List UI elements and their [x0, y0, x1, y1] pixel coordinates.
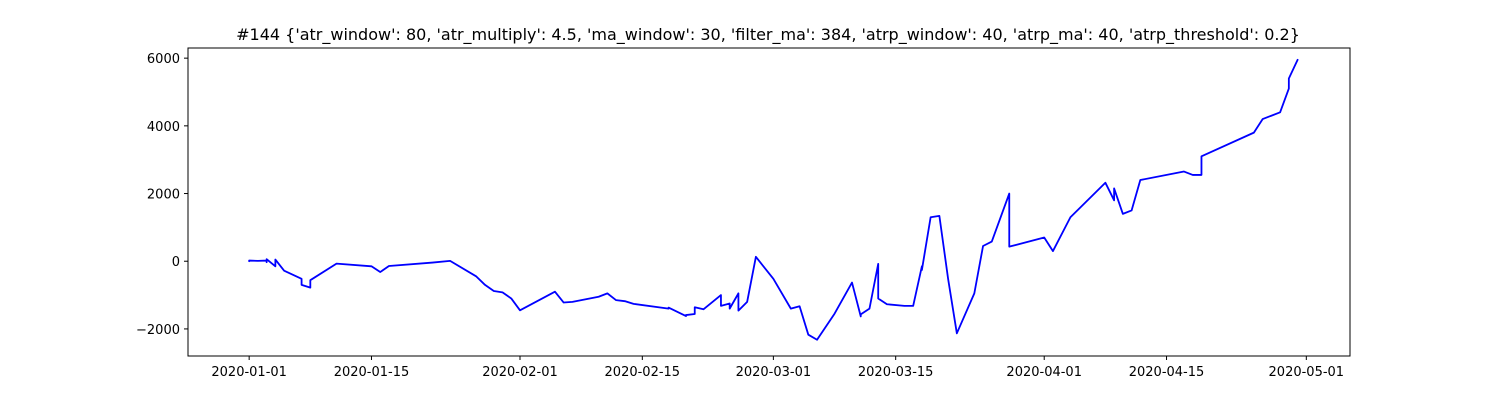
x-tick-label: 2020-02-15	[605, 365, 681, 380]
y-tick-label: 6000	[147, 52, 180, 67]
x-tick-label: 2020-03-15	[858, 365, 934, 380]
y-tick-label: −2000	[136, 323, 180, 338]
plot-frame	[187, 47, 1351, 357]
x-tick-label: 2020-01-15	[334, 365, 410, 380]
x-axis: 2020-01-01 2020-01-15 2020-02-01 2020-02-15…	[211, 356, 1344, 380]
y-tick-label: 2000	[147, 188, 180, 203]
chart-title: #144 {'atr_window': 80, 'atr_multiply': …	[236, 25, 1300, 45]
series-line-1	[248, 58, 1299, 341]
y-tick-label: 4000	[147, 120, 180, 135]
y-tick-label: 0	[172, 255, 180, 270]
x-tick-label: 2020-02-01	[482, 365, 558, 380]
x-tick-label: 2020-01-01	[211, 365, 287, 380]
x-tick-label: 2020-03-01	[736, 365, 812, 380]
y-axis: −2000 0 2000 4000 6000	[136, 52, 188, 338]
x-tick-label: 2020-04-01	[1006, 365, 1082, 380]
x-tick-label: 2020-05-01	[1269, 365, 1345, 380]
plot-area	[248, 58, 1299, 341]
x-tick-label: 2020-04-15	[1129, 365, 1205, 380]
